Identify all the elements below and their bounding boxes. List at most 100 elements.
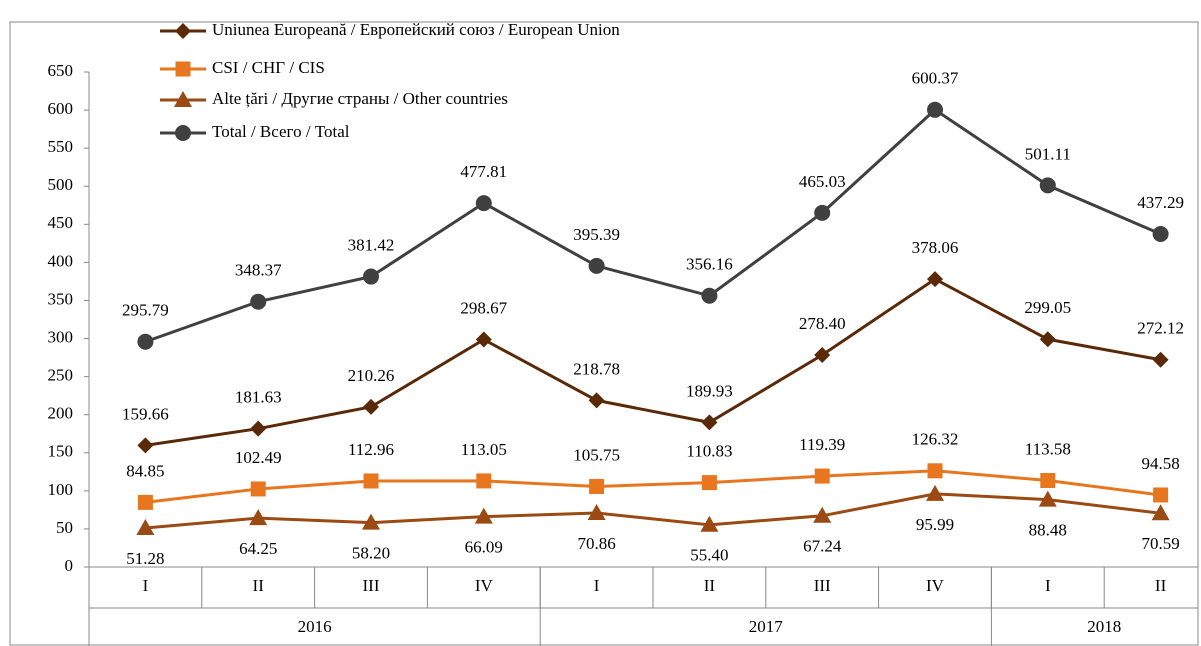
data-point (363, 268, 379, 285)
legend-marker (175, 23, 191, 39)
legend-marker (175, 61, 191, 77)
x-tick-label: III (814, 576, 831, 595)
x-tick-label: II (704, 576, 716, 595)
data-label: 348.37 (235, 261, 282, 280)
data-label: 465.03 (799, 172, 846, 191)
data-point (927, 101, 943, 118)
data-label: 210.26 (348, 366, 395, 385)
y-tick-label: 550 (48, 137, 74, 156)
legend-label: Alte țări / Другие страны / Other countr… (212, 89, 508, 108)
x-tick-label: IV (475, 576, 494, 595)
x-tick-label: I (143, 576, 149, 595)
data-label: 298.67 (460, 298, 507, 317)
y-tick-label: 350 (48, 289, 74, 308)
data-label: 67.24 (803, 537, 842, 556)
data-label: 378.06 (912, 238, 959, 257)
data-point (814, 204, 831, 221)
data-label: 64.25 (239, 539, 277, 558)
data-label: 112.96 (348, 440, 394, 459)
data-label: 395.39 (573, 225, 620, 244)
data-label: 113.05 (461, 440, 507, 459)
data-label: 70.59 (1141, 534, 1179, 553)
data-point (137, 333, 154, 350)
data-label: 600.37 (912, 69, 959, 88)
data-label: 218.78 (573, 359, 620, 378)
series-line (145, 277, 1161, 447)
data-label: 58.20 (352, 544, 390, 563)
y-tick-label: 500 (48, 175, 74, 194)
data-label: 119.39 (799, 435, 845, 454)
data-point (1152, 225, 1169, 242)
data-label: 94.58 (1141, 454, 1179, 473)
data-point (814, 468, 830, 484)
y-tick-label: 200 (48, 404, 74, 423)
data-point (701, 287, 718, 304)
data-point (700, 515, 719, 532)
y-tick-label: 150 (48, 442, 74, 461)
data-label: 102.49 (235, 448, 282, 467)
data-label: 113.58 (1025, 439, 1071, 458)
data-point (137, 437, 154, 454)
data-label: 381.42 (348, 235, 395, 254)
data-point (589, 478, 605, 494)
legend-marker (174, 91, 192, 107)
group-label: 2017 (749, 617, 784, 636)
data-label: 278.40 (799, 314, 846, 333)
data-point (1038, 490, 1057, 507)
x-tick-label: I (1045, 576, 1051, 595)
x-tick-label: III (363, 576, 380, 595)
data-point (250, 420, 267, 437)
x-tick-label: I (594, 576, 600, 595)
data-label: 126.32 (912, 430, 959, 449)
data-point (250, 293, 267, 310)
data-label: 477.81 (460, 162, 507, 181)
x-tick-label: IV (926, 576, 945, 595)
chart-border (9, 21, 1199, 646)
data-point (814, 346, 831, 363)
data-point (363, 473, 379, 489)
data-label: 70.86 (577, 534, 615, 553)
y-tick-label: 650 (48, 61, 74, 80)
data-label: 295.79 (122, 301, 169, 320)
data-label: 95.99 (916, 515, 954, 534)
data-point (136, 518, 155, 535)
data-point (1152, 351, 1169, 368)
y-tick-label: 300 (48, 327, 74, 346)
data-label: 299.05 (1024, 298, 1071, 317)
data-point (1039, 177, 1056, 194)
data-label: 84.85 (126, 461, 164, 480)
data-point (1040, 473, 1056, 489)
data-point (474, 507, 493, 524)
x-tick-label: II (253, 576, 265, 595)
data-point (362, 513, 380, 530)
data-label: 437.29 (1137, 193, 1184, 212)
data-point (813, 506, 832, 523)
data-label: 51.28 (126, 549, 164, 568)
series-line (145, 469, 1161, 504)
data-point (587, 504, 606, 521)
data-label: 272.12 (1137, 319, 1184, 338)
series-line (144, 107, 1162, 344)
legend-marker (175, 125, 191, 141)
group-label: 2018 (1087, 617, 1121, 636)
data-point (475, 195, 492, 212)
data-point (475, 331, 492, 348)
data-label: 356.16 (686, 255, 733, 274)
data-label: 110.83 (686, 442, 732, 461)
y-tick-label: 600 (48, 99, 74, 118)
series-line (145, 492, 1161, 530)
data-point (927, 463, 943, 479)
data-point (701, 414, 718, 431)
data-point (701, 475, 717, 491)
y-tick-label: 50 (56, 518, 73, 537)
data-point (588, 257, 605, 274)
y-tick-label: 400 (48, 251, 74, 270)
data-label: 66.09 (465, 538, 503, 557)
data-label: 501.11 (1025, 144, 1071, 163)
y-tick-label: 100 (48, 480, 74, 499)
legend-label: CSI / СНГ / CIS (212, 58, 325, 77)
data-point (250, 481, 266, 497)
data-point (137, 494, 153, 510)
